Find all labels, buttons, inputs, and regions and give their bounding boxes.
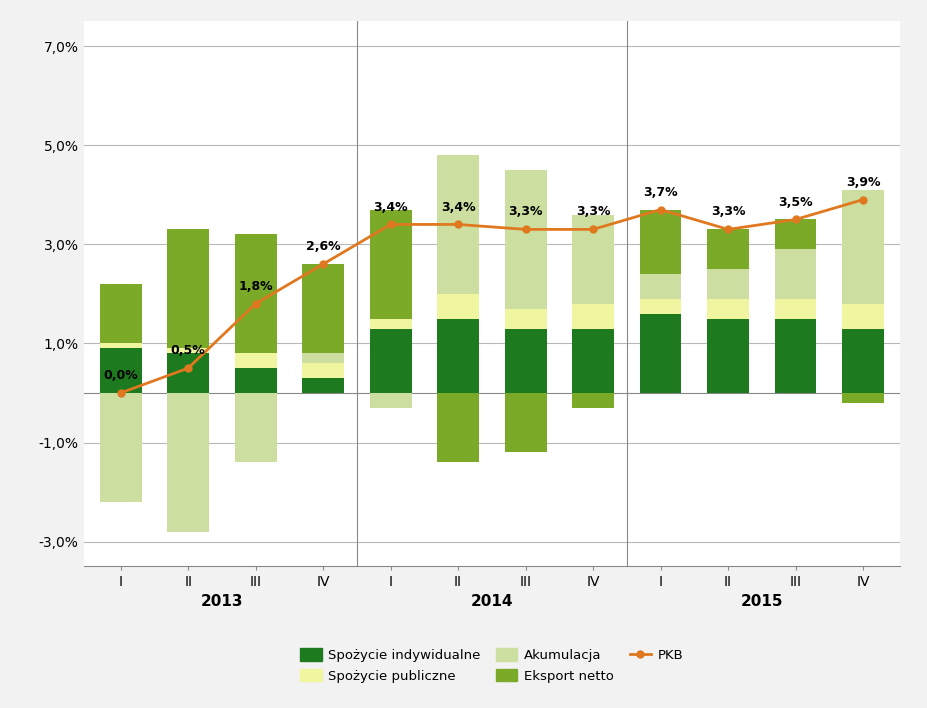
Text: 2,6%: 2,6% bbox=[306, 240, 340, 253]
Bar bbox=[235, 353, 276, 368]
Bar bbox=[99, 348, 142, 393]
Text: 3,3%: 3,3% bbox=[710, 205, 744, 219]
Text: 2013: 2013 bbox=[200, 593, 243, 609]
Text: 3,4%: 3,4% bbox=[440, 200, 475, 214]
Bar bbox=[639, 299, 680, 314]
Bar bbox=[437, 155, 478, 294]
Legend: Spożycie indywidualne, Spożycie publiczne, Akumulacja, Eksport netto, PKB: Spożycie indywidualne, Spożycie publiczn… bbox=[295, 643, 688, 688]
Bar bbox=[706, 299, 748, 319]
Bar bbox=[99, 393, 142, 502]
Text: 0,0%: 0,0% bbox=[103, 369, 138, 382]
Bar bbox=[774, 319, 816, 393]
Bar bbox=[167, 393, 209, 532]
Bar bbox=[302, 378, 344, 393]
Bar bbox=[774, 219, 816, 249]
Bar bbox=[639, 210, 680, 274]
Bar bbox=[99, 284, 142, 343]
Text: 3,4%: 3,4% bbox=[373, 200, 408, 214]
Bar bbox=[639, 314, 680, 393]
Bar bbox=[99, 343, 142, 348]
Bar bbox=[437, 294, 478, 319]
Bar bbox=[572, 215, 614, 304]
Text: 1,8%: 1,8% bbox=[238, 280, 273, 293]
Bar bbox=[841, 393, 883, 403]
Bar bbox=[841, 304, 883, 329]
Bar bbox=[841, 329, 883, 393]
Text: 3,3%: 3,3% bbox=[576, 205, 610, 219]
Text: 3,3%: 3,3% bbox=[508, 205, 542, 219]
Bar bbox=[572, 329, 614, 393]
Bar bbox=[369, 319, 411, 329]
Bar bbox=[504, 170, 546, 309]
Bar bbox=[639, 274, 680, 299]
Bar bbox=[706, 229, 748, 269]
Bar bbox=[437, 393, 478, 462]
Bar bbox=[706, 319, 748, 393]
Bar bbox=[572, 304, 614, 329]
Text: 3,5%: 3,5% bbox=[778, 195, 812, 209]
Bar bbox=[369, 393, 411, 408]
Bar bbox=[774, 249, 816, 299]
Bar bbox=[706, 269, 748, 299]
Bar bbox=[572, 393, 614, 408]
Bar bbox=[235, 393, 276, 462]
Bar bbox=[369, 329, 411, 393]
Bar bbox=[302, 264, 344, 353]
Bar bbox=[774, 299, 816, 319]
Bar bbox=[167, 353, 209, 393]
Bar bbox=[235, 368, 276, 393]
Bar bbox=[504, 393, 546, 452]
Bar bbox=[841, 190, 883, 304]
Bar bbox=[302, 363, 344, 378]
Text: 2014: 2014 bbox=[470, 593, 513, 609]
Bar bbox=[504, 329, 546, 393]
Text: 2015: 2015 bbox=[740, 593, 782, 609]
Text: 3,7%: 3,7% bbox=[642, 185, 677, 199]
Bar bbox=[235, 234, 276, 353]
Bar bbox=[437, 319, 478, 393]
Bar bbox=[369, 210, 411, 319]
Text: 3,9%: 3,9% bbox=[844, 176, 880, 189]
Bar bbox=[504, 309, 546, 329]
Text: 0,5%: 0,5% bbox=[171, 344, 205, 358]
Bar bbox=[167, 229, 209, 348]
Bar bbox=[167, 348, 209, 353]
Bar bbox=[302, 353, 344, 363]
